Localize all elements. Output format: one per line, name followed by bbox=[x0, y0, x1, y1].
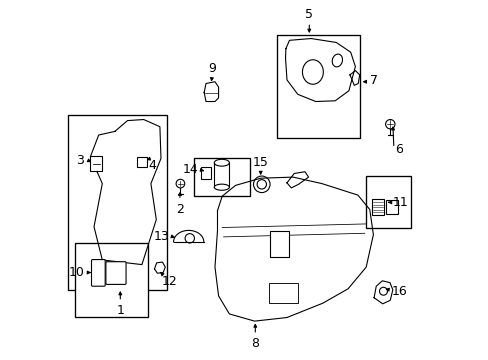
Bar bbox=[194, 158, 249, 196]
Text: 5: 5 bbox=[305, 8, 313, 21]
Ellipse shape bbox=[302, 60, 323, 84]
Bar bbox=[68, 115, 167, 290]
Bar bbox=[75, 243, 148, 317]
Text: 8: 8 bbox=[251, 337, 259, 350]
Text: 9: 9 bbox=[208, 62, 216, 75]
Bar bbox=[371, 199, 383, 215]
Text: 15: 15 bbox=[252, 156, 268, 169]
Text: 2: 2 bbox=[176, 203, 184, 216]
Text: 13: 13 bbox=[154, 230, 169, 243]
FancyBboxPatch shape bbox=[106, 262, 126, 284]
Bar bbox=[385, 200, 397, 214]
Text: 6: 6 bbox=[394, 143, 402, 156]
Text: 1: 1 bbox=[116, 304, 124, 317]
Text: 10: 10 bbox=[68, 266, 84, 279]
Ellipse shape bbox=[214, 184, 229, 190]
Text: 11: 11 bbox=[392, 196, 408, 209]
Ellipse shape bbox=[331, 54, 342, 67]
Text: 12: 12 bbox=[162, 275, 177, 288]
Text: 7: 7 bbox=[369, 74, 377, 87]
Text: 16: 16 bbox=[390, 285, 407, 298]
Bar bbox=[90, 156, 102, 171]
Bar bbox=[366, 176, 410, 228]
Bar bbox=[276, 35, 359, 138]
Ellipse shape bbox=[214, 159, 229, 166]
Text: 3: 3 bbox=[76, 154, 84, 167]
Bar bbox=[137, 157, 146, 167]
Bar bbox=[270, 231, 288, 257]
Text: 4: 4 bbox=[148, 159, 156, 172]
Bar bbox=[201, 167, 210, 179]
FancyBboxPatch shape bbox=[91, 260, 105, 286]
Text: 14: 14 bbox=[183, 163, 199, 176]
Bar bbox=[268, 283, 298, 303]
